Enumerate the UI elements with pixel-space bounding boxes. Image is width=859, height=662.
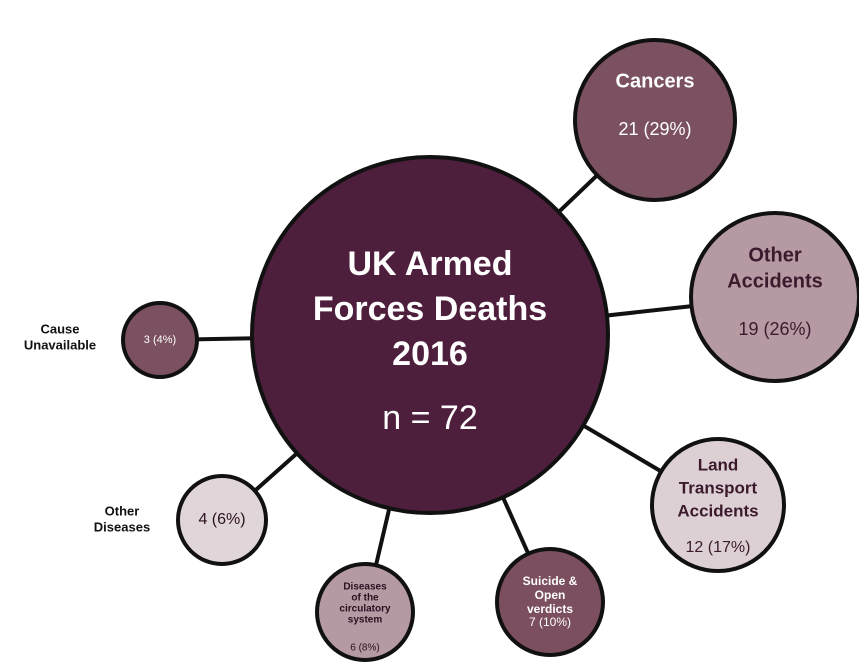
center-title: UK Armed	[348, 245, 513, 283]
node-label: Open	[535, 588, 566, 602]
node-value: 12 (17%)	[686, 539, 751, 556]
node-label: Transport	[679, 478, 758, 497]
node-circle	[315, 562, 415, 662]
node-label: Accidents	[727, 270, 823, 292]
node-label: Diseases	[94, 519, 150, 534]
node-value: 6 (8%)	[350, 643, 379, 654]
node-label: Land	[698, 455, 739, 474]
node-label: Cancers	[616, 70, 695, 92]
node-circle	[689, 211, 859, 383]
node-label: system	[348, 615, 383, 626]
node-value: 19 (26%)	[738, 319, 811, 339]
node-label: Cause	[40, 321, 79, 336]
center-total: n = 72	[382, 399, 477, 437]
node-label: Diseases	[343, 582, 387, 593]
node-label: Accidents	[677, 501, 758, 520]
node-label: circulatory	[339, 604, 391, 615]
node-circle	[121, 301, 199, 379]
node-label: Suicide &	[523, 574, 578, 588]
node-label: Other	[105, 503, 140, 518]
node-value: 7 (10%)	[529, 615, 571, 629]
node-label: of the	[351, 593, 379, 604]
node-label: verdicts	[527, 602, 573, 616]
node-value: 3 (4%)	[144, 334, 176, 346]
node-value: 4 (6%)	[198, 511, 245, 528]
node-label: Unavailable	[24, 337, 96, 352]
node-circle	[495, 547, 605, 657]
node-circle	[650, 437, 786, 573]
node-circle	[176, 474, 268, 566]
node-value: 21 (29%)	[618, 119, 691, 139]
node-label: Other	[748, 244, 802, 266]
center-title: Forces Deaths	[313, 290, 547, 328]
center-title: 2016	[392, 335, 468, 373]
center-circle	[250, 155, 610, 515]
node-circle	[573, 38, 737, 202]
